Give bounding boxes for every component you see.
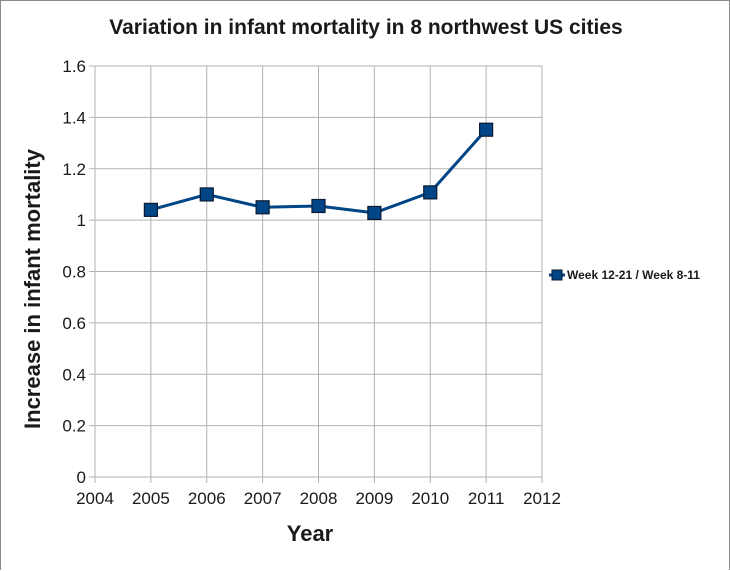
x-tick-label-5: 2009 — [355, 489, 393, 508]
y-tick-label-3: 0.6 — [62, 314, 86, 333]
x-tick-label-0: 2004 — [76, 489, 114, 508]
y-tick-label-6: 1.2 — [62, 160, 86, 179]
data-point-2006 — [199, 187, 214, 202]
series-layer — [143, 122, 494, 221]
data-point-2008 — [311, 198, 326, 214]
x-tick-label-6: 2010 — [411, 489, 449, 508]
y-tick-label-1: 0.2 — [62, 417, 86, 436]
x-tick-label-1: 2005 — [132, 489, 170, 508]
legend-marker-0 — [551, 269, 563, 281]
x-tick-label-4: 2008 — [300, 489, 338, 508]
y-tick-label-2: 0.4 — [62, 365, 86, 384]
data-point-2005 — [143, 202, 158, 217]
data-point-2010 — [423, 185, 438, 200]
x-tick-label-7: 2011 — [468, 489, 505, 508]
axes — [89, 65, 543, 483]
legend-label-0: Week 12-21 / Week 8-11 — [567, 268, 700, 282]
data-point-2011 — [479, 122, 494, 137]
grid — [94, 65, 543, 478]
data-point-2009 — [367, 205, 382, 221]
x-tick-label-2: 2006 — [188, 489, 226, 508]
y-tick-label-0: 0 — [77, 468, 86, 487]
x-axis-label: Year — [287, 521, 334, 546]
x-tick-label-3: 2007 — [244, 489, 282, 508]
y-tick-label-8: 1.6 — [62, 57, 86, 76]
y-tick-label-7: 1.4 — [62, 108, 86, 127]
x-tick-labels: 2004 2005 2006 2007 2008 2009 2010 2011 2012 — [76, 489, 561, 508]
y-tick-labels: 0 0.2 0.4 0.6 0.8 1 1.2 1.4 1.6 — [62, 57, 86, 487]
legend: Week 12-21 / Week 8-11 — [549, 268, 700, 282]
x-tick-label-8: 2012 — [523, 489, 561, 508]
y-tick-label-4: 0.8 — [62, 263, 86, 282]
chart-title: Variation in infant mortality in 8 north… — [109, 16, 622, 39]
plot-area-frame — [94, 65, 543, 478]
data-point-2007 — [255, 200, 270, 215]
y-tick-label-5: 1 — [77, 211, 86, 230]
y-axis-label: Increase in infant mortality — [20, 148, 45, 429]
